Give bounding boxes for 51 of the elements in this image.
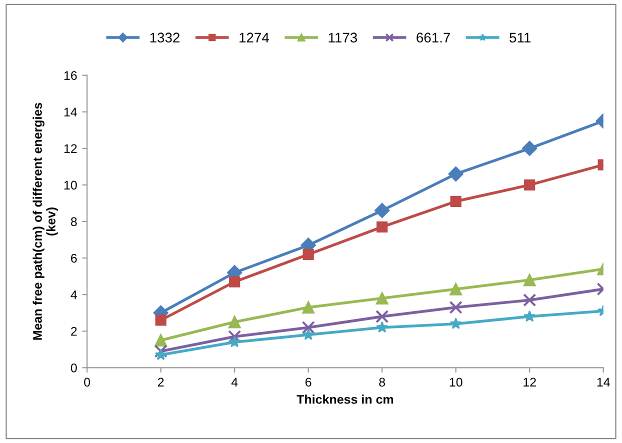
- y-tick-label: 6: [71, 254, 77, 263]
- legend-label: 1274: [240, 32, 270, 42]
- y-tick-label: 14: [64, 108, 77, 116]
- point: [450, 196, 462, 207]
- point: [228, 316, 241, 328]
- point: [375, 310, 389, 324]
- y-tick-label: 4: [70, 290, 77, 300]
- point: [376, 321, 388, 333]
- legend-label: 511: [510, 32, 530, 43]
- legend-label: 661.7: [416, 32, 450, 43]
- y-tick-label: 12: [64, 144, 77, 153]
- point: [376, 221, 388, 233]
- point: [523, 274, 536, 286]
- x-tick-label: 0: [84, 378, 90, 387]
- y-axis-title: Mean free path(cm) of different energies (kev): [32, 102, 58, 340]
- y-tick-label: 16: [64, 71, 77, 80]
- y-tick-label: 10: [64, 180, 77, 190]
- point: [154, 334, 168, 347]
- legend-label: 1173: [328, 32, 358, 43]
- point: [228, 336, 241, 348]
- legend-label: 1332: [150, 32, 180, 43]
- point: [302, 328, 314, 340]
- point: [522, 293, 536, 307]
- point: [522, 140, 538, 156]
- point: [302, 248, 314, 260]
- x-tick-label: 14: [597, 378, 610, 386]
- point: [450, 318, 462, 330]
- point: [448, 166, 464, 182]
- x-tick-label: 8: [379, 378, 386, 387]
- point: [155, 314, 166, 326]
- point: [154, 348, 167, 360]
- point: [229, 276, 240, 288]
- y-tick-label: 2: [71, 326, 77, 336]
- y-tick-label: 8: [70, 217, 77, 226]
- x-tick-label: 6: [305, 378, 312, 387]
- x-tick-label: 12: [524, 378, 536, 386]
- point: [450, 282, 462, 296]
- x-tick-label: 10: [450, 378, 462, 387]
- point: [374, 202, 390, 218]
- y-tick-label: 0: [70, 363, 77, 372]
- point: [449, 300, 462, 314]
- point: [302, 320, 315, 334]
- point: [228, 330, 242, 344]
- x-tick-label: 2: [158, 378, 164, 386]
- x-tick-label: 4: [231, 378, 238, 386]
- point: [154, 344, 168, 358]
- x-axis-title: Thickness in cm: [296, 394, 394, 404]
- point: [376, 292, 388, 304]
- point: [524, 310, 536, 322]
- point: [302, 301, 315, 314]
- point: [524, 179, 536, 191]
